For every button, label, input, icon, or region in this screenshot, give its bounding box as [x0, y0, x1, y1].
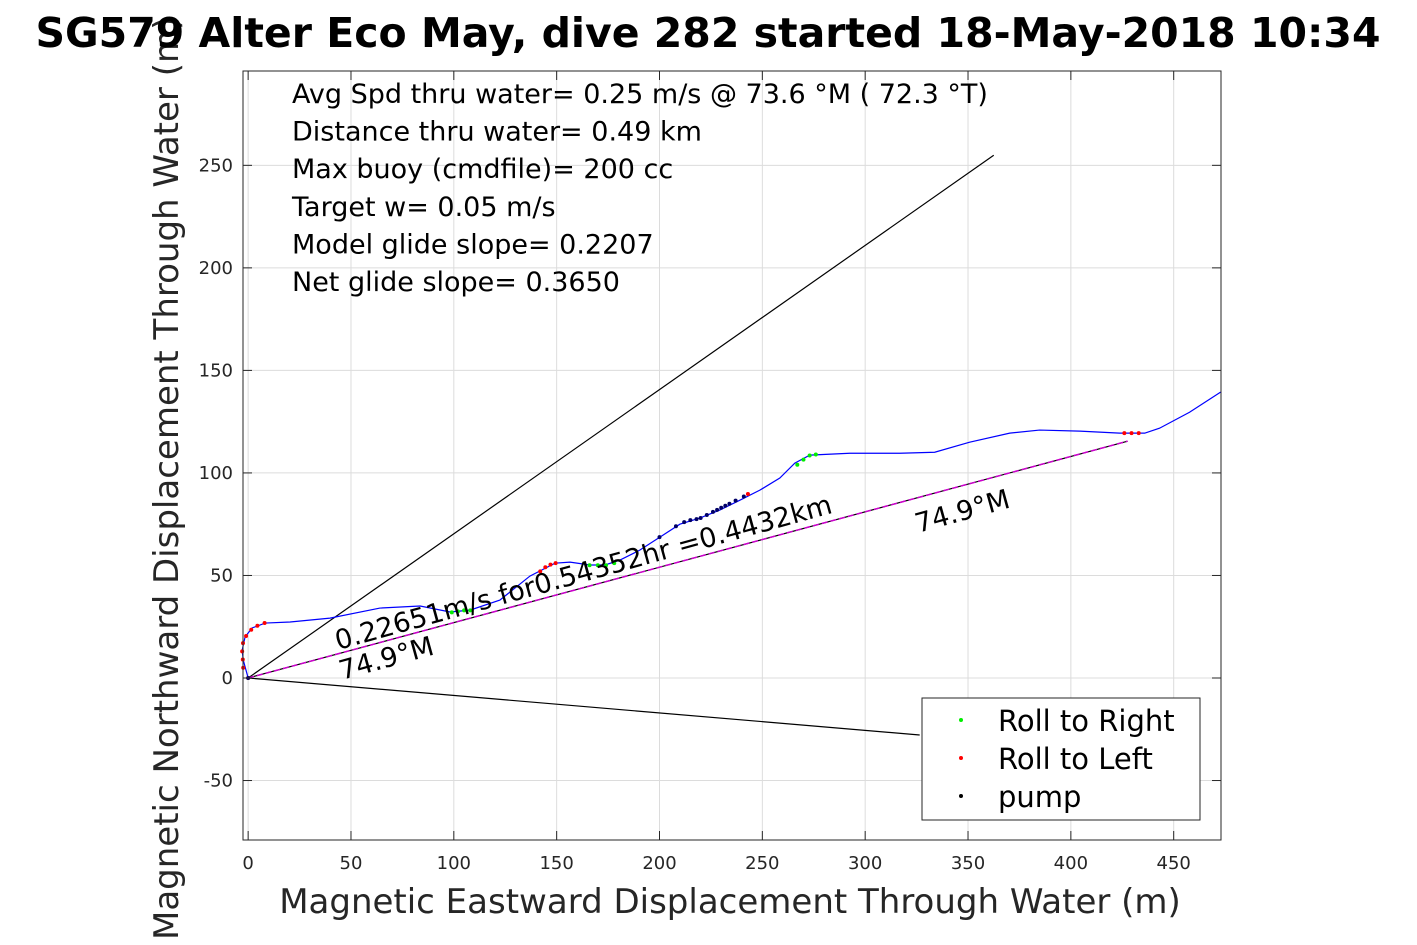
x-tick-label: 300 — [848, 853, 882, 874]
axes-box — [242, 70, 1222, 841]
legend-box — [921, 697, 1201, 821]
roll-to-left-point — [1136, 431, 1141, 436]
roll-to-right-point — [468, 608, 473, 613]
pump-point — [694, 517, 699, 522]
y-axis-label: Magnetic Northward Displacement Through … — [147, 17, 187, 940]
x-tick-label: 350 — [951, 853, 985, 874]
chart-title: SG579 Alter Eco May, dive 282 started 18… — [36, 9, 1381, 57]
info-line: Model glide slope= 0.2207 — [292, 229, 654, 260]
axis-ticks: 0 50 100 150 200 250 300 350 400 450 -50 0 50 100 150 2… — [199, 71, 1221, 874]
info-line: Max buoy (cmdfile)= 200 cc — [292, 154, 673, 185]
roll-to-right-point — [807, 453, 812, 458]
legend-marker — [959, 718, 963, 722]
roll-to-left-point — [255, 623, 260, 628]
heading-annotation-end: 74.9°M — [912, 484, 1014, 540]
pump-point — [741, 494, 746, 499]
legend-label: Roll to Left — [998, 742, 1153, 776]
pump-point — [710, 509, 715, 514]
pump-point — [688, 518, 693, 523]
x-axis-label: Magnetic Eastward Displacement Through W… — [279, 882, 1181, 922]
y-tick-label: 250 — [199, 155, 233, 176]
roll-to-left-point — [1122, 431, 1127, 436]
x-tick-label: 250 — [745, 853, 779, 874]
info-text-block: Avg Spd thru water= 0.25 m/s @ 73.6 °M (… — [291, 79, 988, 298]
pump-point — [715, 507, 720, 512]
roll-to-left-point — [262, 621, 267, 626]
roll-to-right-point — [587, 563, 592, 568]
y-tick-label: -50 — [204, 771, 233, 792]
roll-to-right-point — [801, 457, 806, 462]
info-line: Target w= 0.05 m/s — [291, 192, 556, 223]
x-tick-label: 450 — [1157, 853, 1191, 874]
roll-to-right-point — [455, 609, 460, 614]
legend-label: Roll to Right — [998, 704, 1175, 738]
roll-to-right-point — [449, 610, 454, 615]
y-tick-label: 0 — [222, 668, 233, 689]
x-tick-label: 200 — [642, 853, 676, 874]
legend: Roll to Right Roll to Left pump — [921, 697, 1201, 821]
roll-to-left-point — [745, 492, 750, 497]
glide-envelope-lower — [248, 677, 920, 736]
roll-to-right-point — [595, 563, 600, 568]
y-tick-label: 200 — [199, 258, 233, 279]
roll-to-left-point — [538, 569, 543, 574]
info-line: Avg Spd thru water= 0.25 m/s @ 73.6 °M (… — [292, 79, 988, 110]
roll-to-right-point — [604, 563, 609, 568]
roll-to-left-point — [553, 561, 558, 566]
roll-to-right-point — [795, 462, 800, 467]
roll-to-right-point — [813, 452, 818, 457]
legend-label: pump — [998, 780, 1081, 814]
pump-point — [673, 524, 678, 529]
plot-area — [240, 154, 1221, 736]
roll-to-right-point — [462, 608, 467, 613]
roll-to-left-point — [543, 565, 548, 570]
pump-point — [704, 512, 709, 517]
pump-point — [723, 503, 728, 508]
roll-to-left-point — [249, 627, 254, 632]
roll-to-left-point — [240, 649, 245, 654]
y-tick-label: 50 — [210, 565, 233, 586]
pump-point — [727, 501, 732, 506]
y-tick-label: 150 — [199, 360, 233, 381]
roll-to-left-point — [1129, 431, 1134, 436]
x-tick-label: 150 — [539, 853, 573, 874]
legend-marker — [959, 756, 963, 760]
pump-point — [719, 505, 724, 510]
pump-point — [682, 520, 687, 525]
pump-point — [698, 516, 703, 521]
x-tick-label: 400 — [1054, 853, 1088, 874]
grid — [243, 71, 1221, 840]
pump-point — [733, 498, 738, 503]
x-tick-label: 0 — [242, 853, 253, 874]
legend-marker — [959, 794, 963, 798]
net-heading-magenta — [247, 440, 1128, 679]
y-tick-label: 100 — [199, 463, 233, 484]
speed-annotation: 0.22651m/s for0.54352hr =0.4432km — [332, 489, 836, 656]
roll-to-right-point — [612, 561, 617, 566]
glide-envelope-upper — [247, 154, 995, 679]
pump-point — [657, 535, 662, 540]
x-tick-label: 100 — [437, 853, 471, 874]
roll-to-left-point — [548, 562, 553, 567]
roll-to-left-point — [244, 633, 249, 638]
x-tick-label: 50 — [340, 853, 363, 874]
info-line: Distance thru water= 0.49 km — [292, 117, 702, 148]
info-line: Net glide slope= 0.3650 — [292, 267, 620, 298]
